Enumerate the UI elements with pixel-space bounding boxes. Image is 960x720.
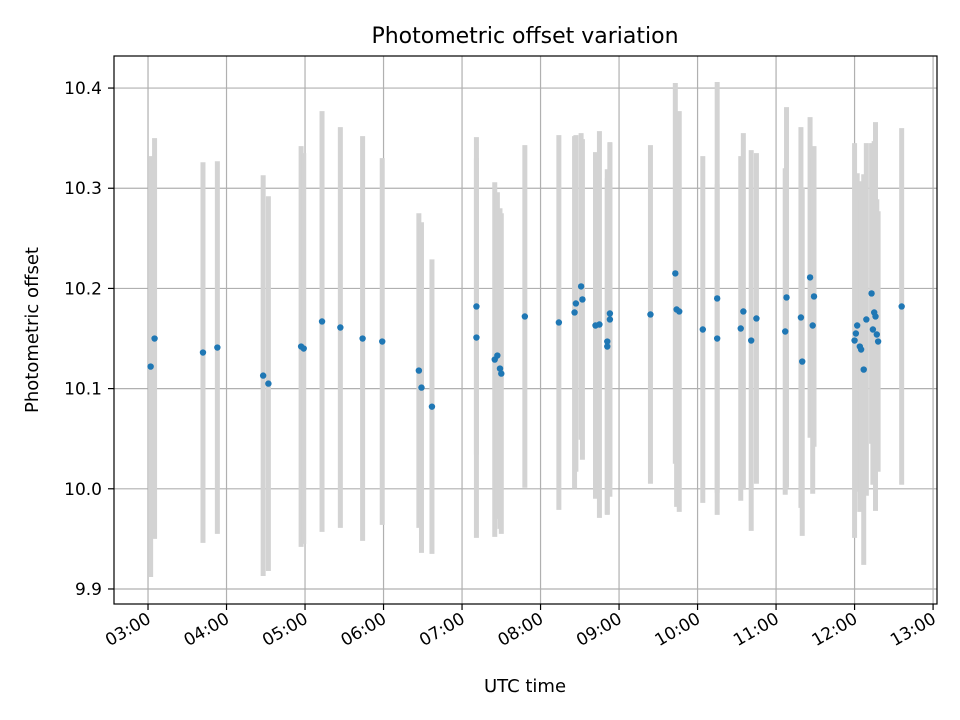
data-point bbox=[473, 334, 480, 341]
data-point bbox=[415, 367, 423, 374]
y-tick-label: 10.4 bbox=[64, 79, 102, 99]
data-point bbox=[604, 343, 611, 350]
data-point bbox=[868, 290, 875, 297]
plot-area-frame bbox=[113, 55, 938, 605]
y-tick-label: 10.1 bbox=[64, 380, 102, 400]
data-point bbox=[572, 300, 580, 307]
data-point bbox=[853, 322, 861, 329]
data-point bbox=[860, 366, 867, 373]
data-point bbox=[797, 314, 805, 321]
data-point bbox=[418, 384, 425, 391]
data-point bbox=[606, 310, 614, 317]
data-point bbox=[713, 295, 721, 302]
data-point bbox=[806, 274, 814, 281]
data-point bbox=[604, 338, 611, 345]
data-point bbox=[428, 403, 436, 410]
data-point bbox=[571, 309, 578, 316]
data-point bbox=[676, 308, 683, 315]
data-point bbox=[596, 321, 603, 328]
data-point bbox=[863, 316, 870, 323]
data-point bbox=[259, 372, 267, 379]
data-point bbox=[753, 315, 760, 322]
data-point bbox=[147, 363, 154, 370]
y-tick-label: 10.3 bbox=[64, 179, 102, 199]
data-point bbox=[851, 337, 858, 344]
data-point bbox=[869, 326, 877, 333]
data-point bbox=[265, 380, 272, 387]
data-point bbox=[737, 325, 744, 332]
y-axis-label: Photometric offset bbox=[22, 247, 43, 413]
data-point bbox=[672, 270, 679, 277]
data-point bbox=[494, 352, 501, 359]
data-point bbox=[740, 308, 747, 315]
data-point bbox=[699, 326, 706, 333]
data-point bbox=[782, 328, 789, 335]
data-point bbox=[857, 346, 865, 353]
data-point bbox=[555, 319, 563, 326]
data-point bbox=[579, 296, 586, 303]
data-point bbox=[873, 331, 881, 338]
y-tick-label: 10.2 bbox=[64, 279, 102, 299]
data-point bbox=[647, 311, 654, 318]
data-point bbox=[199, 349, 207, 356]
data-point bbox=[748, 337, 755, 344]
data-point bbox=[496, 365, 504, 372]
data-point bbox=[473, 303, 480, 310]
data-point bbox=[498, 370, 505, 377]
data-point bbox=[874, 338, 882, 345]
data-point bbox=[337, 324, 344, 331]
y-tick-label: 10.0 bbox=[64, 480, 102, 500]
data-point bbox=[898, 303, 905, 310]
data-point bbox=[318, 318, 326, 325]
data-point bbox=[606, 316, 614, 323]
data-point bbox=[577, 283, 585, 290]
x-axis-label: UTC time bbox=[484, 676, 566, 697]
data-point bbox=[872, 313, 879, 320]
data-point bbox=[799, 358, 806, 365]
data-point bbox=[359, 335, 366, 342]
data-point bbox=[521, 313, 529, 320]
data-point bbox=[810, 293, 818, 300]
data-point bbox=[783, 294, 790, 301]
data-point bbox=[713, 335, 721, 342]
data-points bbox=[147, 270, 905, 410]
data-point bbox=[809, 322, 816, 329]
data-point bbox=[852, 330, 860, 337]
y-tick-label: 9.9 bbox=[75, 580, 102, 600]
data-point bbox=[151, 335, 158, 342]
chart-title: Photometric offset variation bbox=[371, 24, 678, 49]
data-point bbox=[300, 345, 307, 352]
data-point bbox=[214, 344, 221, 351]
data-point bbox=[379, 338, 386, 345]
